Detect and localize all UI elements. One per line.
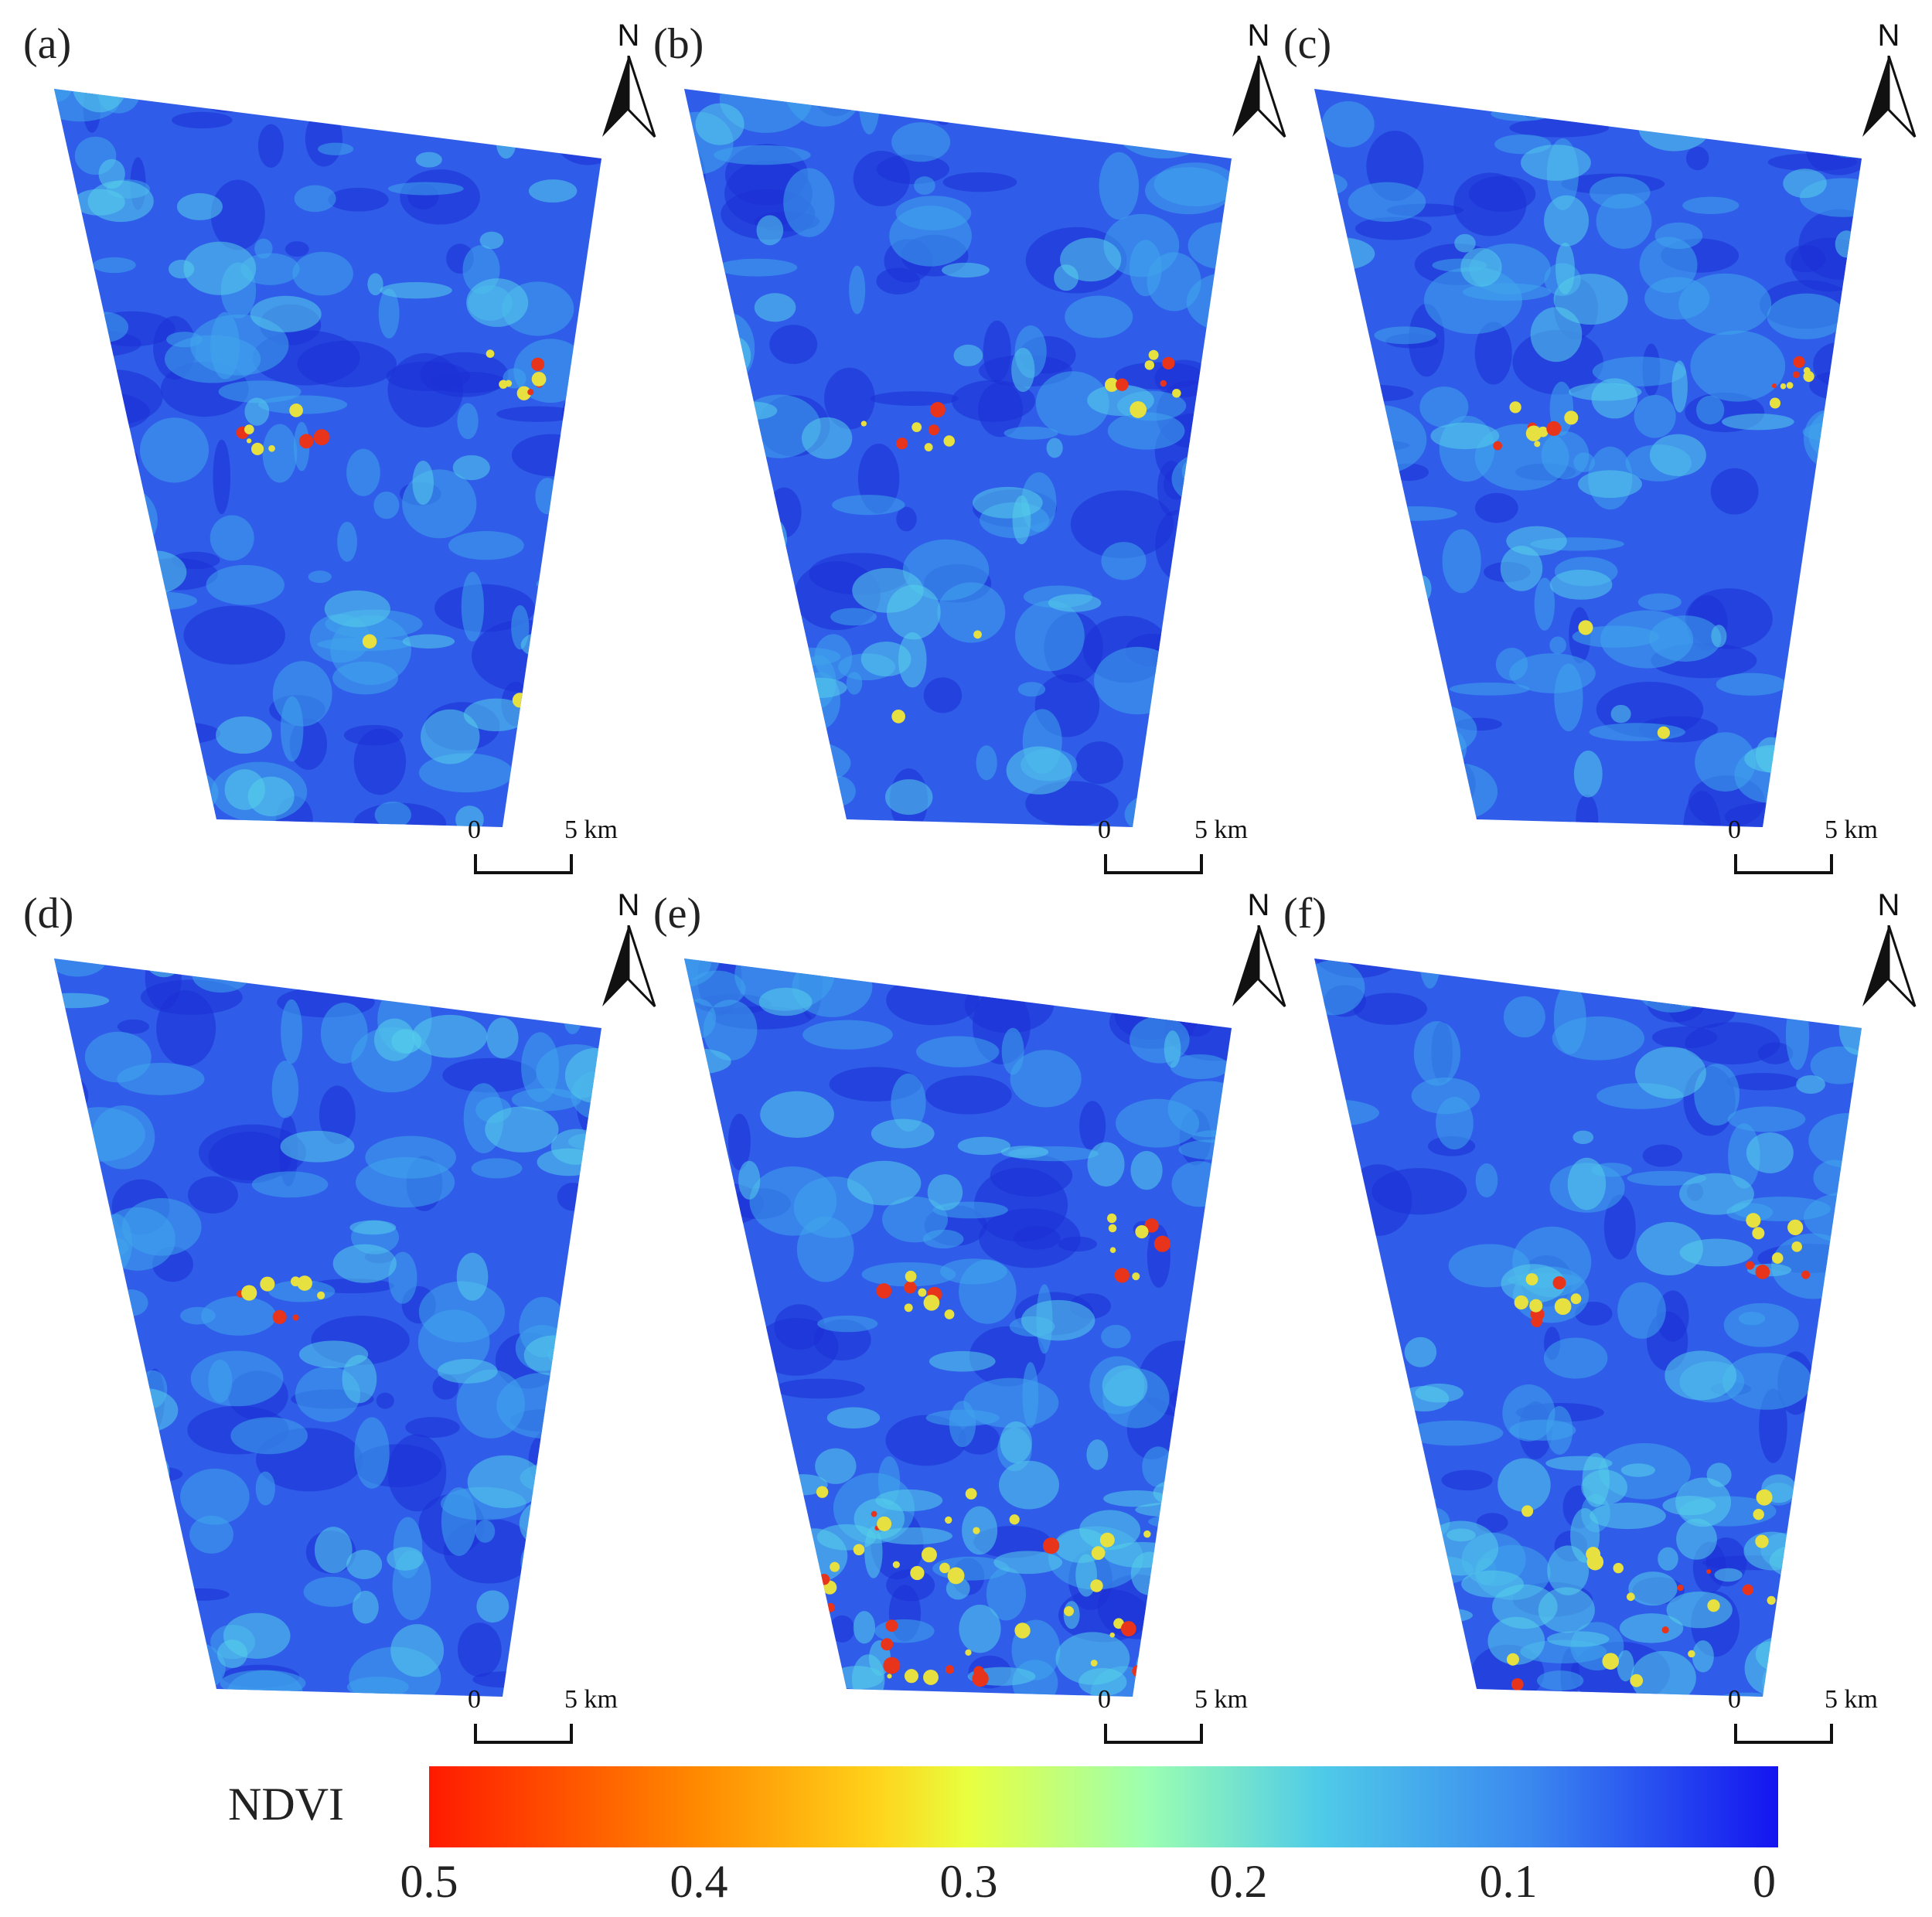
north-label: N [1877,19,1900,53]
north-arrow-icon: N [1228,19,1290,138]
legend-tick: 0 [1753,1856,1776,1907]
north-arrow-icon: N [598,888,659,1008]
ndvi-map-raster [1314,89,1862,827]
legend-tick: 0.3 [939,1856,998,1907]
north-arrow-icon: N [598,19,659,138]
north-arrow-icon: N [1858,19,1920,138]
ndvi-colorbar [429,1766,1778,1847]
legend-tick: 0.5 [400,1856,458,1907]
legend-tick: 0.1 [1479,1856,1538,1907]
north-label: N [617,888,640,922]
legend-tick: 0.4 [670,1856,728,1907]
scale-zero-label: 0 [1098,815,1111,844]
ndvi-map-raster [684,89,1232,827]
scale-end-label: 5 km [564,815,618,844]
scale-bar: 0 5 km [1728,815,1878,877]
ndvi-map-raster [54,89,601,827]
north-label: N [1877,888,1900,922]
scale-bar: 0 5 km [1098,815,1248,877]
scale-zero-label: 0 [1728,1685,1741,1714]
panel-label: (a) [23,20,72,68]
ndvi-map-raster [1314,958,1862,1697]
scale-end-label: 5 km [1825,1685,1878,1714]
scale-bar-line [1104,854,1203,874]
scale-zero-label: 0 [1728,815,1741,844]
scale-end-label: 5 km [1825,815,1878,844]
scale-end-label: 5 km [564,1685,618,1714]
scale-bar-line [474,1724,573,1744]
scale-zero-label: 0 [468,1685,481,1714]
panel-label: (d) [23,890,74,938]
north-label: N [1247,19,1270,53]
scale-bar-line [474,854,573,874]
scale-bar-line [1734,854,1833,874]
legend-tick: 0.2 [1209,1856,1268,1907]
north-arrow-icon: N [1858,888,1920,1008]
scale-bar: 0 5 km [468,815,618,877]
scale-bar: 0 5 km [1728,1685,1878,1747]
legend-title: NDVI [228,1779,344,1830]
scale-zero-label: 0 [468,815,481,844]
panel-label: (e) [653,890,702,938]
scale-end-label: 5 km [1194,815,1248,844]
scale-zero-label: 0 [1098,1685,1111,1714]
scale-bar: 0 5 km [1098,1685,1248,1747]
scale-end-label: 5 km [1194,1685,1248,1714]
scale-bar-line [1104,1724,1203,1744]
north-label: N [1247,888,1270,922]
panel-label: (b) [653,20,704,68]
scale-bar-line [1734,1724,1833,1744]
north-arrow-icon: N [1228,888,1290,1008]
ndvi-map-raster [684,958,1232,1697]
ndvi-map-raster [54,958,601,1697]
scale-bar: 0 5 km [468,1685,618,1747]
north-label: N [617,19,640,53]
panel-label: (c) [1283,20,1332,68]
panel-label: (f) [1283,890,1327,938]
